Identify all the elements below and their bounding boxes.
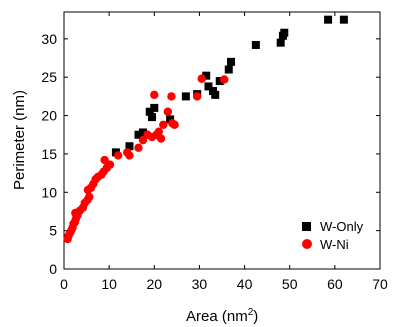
data-point-w-only — [224, 65, 233, 74]
x-tick-label: 70 — [372, 276, 388, 292]
data-point-w-only — [148, 113, 157, 122]
plot-area — [63, 11, 381, 270]
data-point-w-only — [211, 90, 220, 99]
data-point-w-only — [227, 57, 236, 66]
x-tick-label: 40 — [237, 276, 253, 292]
legend-label-w-only: W-Only — [320, 219, 364, 234]
data-point-w-ni — [192, 92, 202, 101]
y-axis-label: Perimeter (nm) — [11, 90, 28, 190]
data-point-w-only — [181, 92, 190, 101]
y-tick-label: 30 — [41, 31, 57, 47]
data-point-w-only — [202, 71, 211, 80]
data-point-w-ni — [85, 192, 94, 202]
x-tick-label: 50 — [282, 276, 298, 292]
legend-label-w-ni: W-Ni — [320, 237, 349, 252]
legend-marker-w-ni — [302, 239, 312, 249]
x-tick-label: 60 — [327, 276, 343, 292]
y-tick-label: 0 — [49, 261, 57, 277]
data-point-w-only — [166, 115, 175, 124]
data-point-w-only — [150, 103, 159, 112]
x-tick-label: 20 — [146, 276, 162, 292]
data-point-w-ni — [159, 120, 168, 129]
data-point-w-ni — [197, 74, 206, 83]
data-point-w-ni — [125, 151, 134, 160]
y-tick-label: 10 — [41, 184, 57, 200]
data-point-w-ni — [113, 151, 123, 160]
data-point-w-ni — [154, 127, 163, 136]
y-tick-label: 15 — [41, 146, 57, 162]
data-point-w-only — [215, 77, 224, 86]
data-point-w-only — [324, 15, 333, 24]
data-point-w-only — [139, 128, 147, 137]
data-point-w-ni — [167, 92, 176, 101]
data-point-w-only — [145, 107, 154, 116]
x-tick-label: 10 — [101, 276, 117, 292]
data-point-w-only — [204, 82, 213, 91]
data-point-w-ni — [220, 75, 229, 84]
data-point-w-only — [125, 142, 134, 151]
data-point-w-ni — [105, 160, 115, 169]
x-axis-label: Area (nm2) — [186, 307, 258, 325]
axis-ticks: 0 10 20 30 40 50 60 70 0 5 10 15 20 25 30 — [41, 12, 388, 292]
data-point-w-only — [134, 130, 143, 139]
legend: W-Only W-Ni — [302, 219, 364, 252]
data-point-w-only — [251, 40, 260, 49]
plot-frame — [63, 11, 381, 270]
x-axis-label-main: Area (nm — [186, 308, 248, 325]
x-tick-label: 0 — [60, 276, 68, 292]
x-axis-label-superscript: 2 — [248, 307, 254, 318]
x-axis-label-suffix: ) — [253, 308, 258, 325]
y-tick-label: 20 — [41, 108, 57, 124]
legend-marker-w-only — [302, 222, 311, 231]
y-tick-label: 25 — [41, 69, 57, 85]
data-points — [63, 15, 348, 244]
data-point-w-only — [339, 15, 348, 24]
data-point-w-ni — [150, 90, 159, 100]
data-point-w-ni — [156, 134, 166, 143]
data-point-w-only — [280, 28, 289, 37]
y-tick-label: 5 — [49, 223, 57, 239]
data-point-w-only — [276, 38, 285, 47]
data-point-w-ni — [170, 120, 179, 129]
data-point-w-ni — [163, 107, 173, 116]
x-tick-label: 30 — [192, 276, 208, 292]
data-point-w-ni — [134, 143, 143, 152]
